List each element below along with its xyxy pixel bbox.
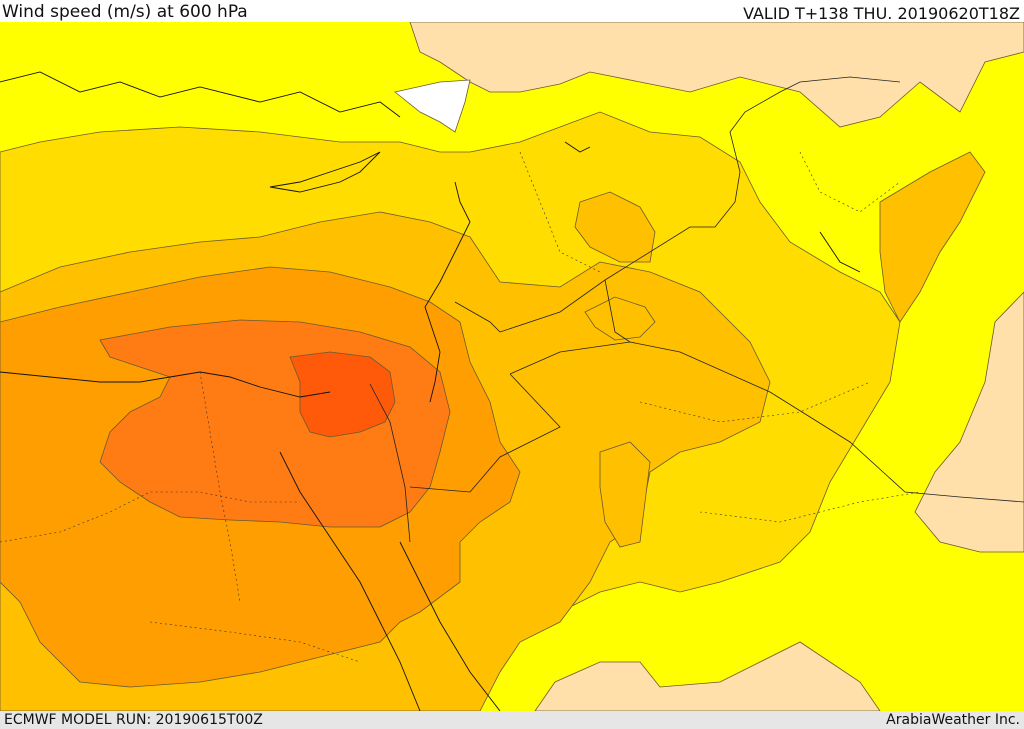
map-title: Wind speed (m/s) at 600 hPa (2, 2, 248, 22)
wind-band-level-6 (99, 319, 451, 528)
wind-patch-2 (584, 296, 656, 341)
valid-time: VALID T+138 THU. 20190620T18Z (743, 4, 1020, 23)
wind-patch-1 (574, 191, 656, 263)
calm-region-north (409, 22, 1024, 128)
wind-band-level-7 (289, 351, 396, 438)
footer-bar: ECMWF MODEL RUN: 20190615T00Z ArabiaWeat… (0, 711, 1024, 729)
borders (369, 76, 1024, 543)
model-run: ECMWF MODEL RUN: 20190615T00Z (4, 712, 263, 728)
coastlines (0, 71, 861, 711)
wind-patch-4 (879, 151, 986, 323)
calm-region-white (394, 79, 471, 133)
credit-text: ArabiaWeather Inc. (886, 712, 1020, 728)
calm-region-southeast (534, 641, 881, 711)
region-boundaries (0, 151, 921, 663)
wind-speed-map (0, 22, 1024, 711)
wind-patch-3 (599, 441, 651, 548)
calm-region-east (914, 291, 1024, 553)
header-bar: Wind speed (m/s) at 600 hPa VALID T+138 … (0, 0, 1024, 23)
